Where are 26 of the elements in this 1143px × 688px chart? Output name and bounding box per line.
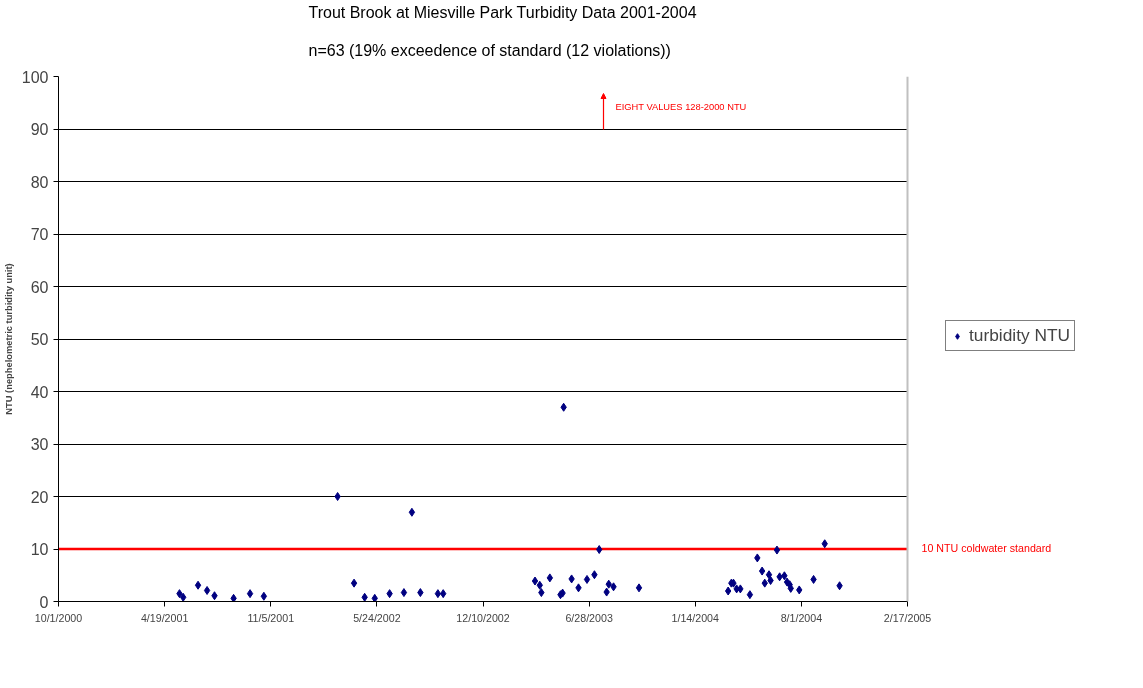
annotation: EIGHT VALUES 128-2000 NTU [615, 101, 747, 112]
chart-title: Trout Brook at Miesville Park Turbidity Data 2001-2004 [308, 3, 697, 21]
x-tick-label: 5/24/2002 [353, 611, 401, 624]
y-tick-label: 70 [30, 226, 49, 243]
x-tick-label: 4/19/2001 [140, 611, 189, 624]
y-tick-label: 40 [30, 383, 49, 401]
chart-subtitle: n=63 (19% exceedence of standard (12 violations)) [308, 41, 671, 59]
y-tick-label: 10 [30, 541, 49, 558]
x-tick-label: 12/10/2002 [456, 611, 510, 624]
y-axis-title: NTU (nephelometric turbidity unit) [3, 263, 14, 415]
y-tick-label: 30 [30, 436, 49, 453]
x-tick-label: 8/1/2004 [780, 611, 823, 624]
x-tick-label: 10/1/2000 [34, 611, 83, 624]
y-tick-label: 100 [21, 68, 49, 86]
legend-label: turbidity NTU [969, 325, 1071, 346]
ref-line-label: 10 NTU coldwater standard [921, 542, 1052, 554]
x-tick-label: 11/5/2001 [247, 611, 295, 624]
y-tick-label: 60 [30, 278, 49, 296]
x-tick-label: 1/14/2004 [671, 611, 720, 624]
x-tick-label: 2/17/2005 [883, 611, 932, 624]
y-tick-label: 0 [39, 593, 49, 611]
y-tick-label: 50 [30, 331, 49, 348]
y-tick-label: 90 [30, 121, 49, 138]
y-tick-label: 80 [30, 173, 49, 191]
x-tick-label: 6/28/2003 [565, 611, 613, 624]
y-tick-label: 20 [30, 488, 49, 506]
